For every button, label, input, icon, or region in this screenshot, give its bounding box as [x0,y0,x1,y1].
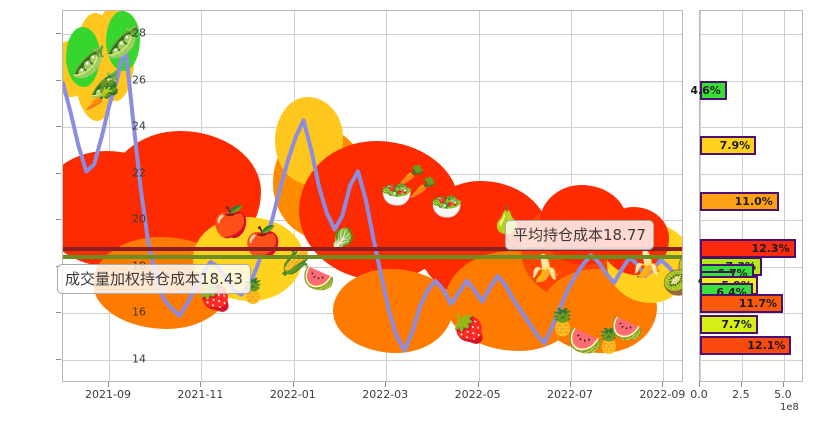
x-tick-label: 2022-03 [362,388,409,401]
price-line [63,41,682,353]
y-tick-label: 26 [132,73,146,87]
x-tick-label: 2021-11 [177,388,224,401]
x-tick-mark [477,382,479,387]
x-tick-mark [292,382,294,387]
y-tick-mark [56,358,61,360]
produce-icon: 🍉 [610,314,644,344]
produce-icon: 🥗 [380,180,414,210]
volume_weighted_cost-line [63,254,682,259]
chip-bar: 11.7% [700,294,784,314]
y-tick-mark [56,219,61,221]
produce-icon: 🍍 [594,327,624,355]
produce-icon: 🥝 [677,254,682,280]
produce-icon: 🥕 [397,164,425,189]
x-tick-label: 2021-09 [85,388,131,401]
gridline-y-26 [63,80,682,82]
y-tick-label: 20 [132,212,146,226]
chip-gridline [783,11,785,381]
x-tick-mark [108,382,109,387]
x-tick-mark [662,382,664,387]
chip-bar: 12.1% [700,336,792,356]
chip-distribution-panel[interactable]: 4.6%7.9%11.0%12.3%7.3%6.7%4.5%5.9%6.4%11… [690,10,803,382]
chip-x-tick-label: 2.5 [732,388,750,401]
chip-bar: 11.0% [700,192,779,212]
produce-icon: 🍉 [302,264,336,294]
x-tick-label: 2022-05 [454,388,501,401]
y-tick-label: 16 [132,305,146,319]
produce-icon: 🥦 [99,79,119,98]
produce-icon: 🥕 [85,88,113,113]
produce-icon: 🫛 [88,70,122,100]
chip-bar: 12.3% [700,238,796,258]
chip-bar: 7.7% [700,315,758,335]
average_cost-line [63,246,682,251]
produce-icon: 🍓 [451,312,487,345]
chip-x-tick-mark [699,382,700,387]
produce-icon: 🥬 [329,228,357,253]
x-tick-label: 2022-07 [547,388,593,401]
y-tick-label: 14 [132,352,146,366]
chip-gridline-h [700,80,802,82]
x-tick-mark [200,382,202,387]
chip-x-tick-mark [740,382,742,387]
chip-x-tick-mark [782,382,784,387]
chip-x-tick-label: 0.0 [690,388,708,401]
y-tick-mark [56,126,61,128]
produce-icon: 🍎 [212,205,250,240]
x-tick-mark [570,382,571,387]
chip-bar: 4.6% [690,80,727,100]
y-tick-mark [56,312,61,314]
produce-icon: 🥗 [430,192,464,222]
y-tick-mark [56,33,61,35]
average-cost-callout: 平均持仓成本18.77 [505,219,654,250]
produce-icon: 🫛 [70,45,108,80]
y-tick-label: 24 [132,119,146,133]
x-tick-mark [385,382,387,387]
chip-gridline-h [700,173,802,175]
x-tick-label: 2022-01 [269,388,316,401]
produce-icon: 🫛 [104,25,142,60]
y-tick-label: 22 [132,166,146,180]
price-plot-area[interactable]: 🫛🫛🫛🥕🥦🍎🍎🍍🍓🌽🍉🥬🥕🥕🥗🥗🍐🍓🍌🍌🥝🥝🍍🍉🍍🍉 [62,10,683,382]
volume-weighted-cost-callout: 成交量加权持仓成本18.43 [57,263,251,294]
y-tick-label: 28 [132,26,146,40]
chip-gridline-h [700,220,802,222]
produce-icon: 🥝 [662,271,682,295]
produce-icon: 🥕 [409,176,437,201]
produce-icon: 🍎 [244,225,282,260]
gridline-y-28 [63,34,682,36]
chip-gridline-h [700,359,802,361]
chip-gridline-h [700,313,802,315]
produce-icon: 🍌 [528,254,562,284]
y-tick-mark [56,172,61,174]
y-tick-mark [56,79,61,81]
gridline-x-2022-09 [663,11,665,381]
produce-icon: 🍍 [546,308,580,338]
chip-axis-exponent-label: 1e8 [780,402,799,413]
chip-gridline-h [700,34,802,36]
chip-x-tick-label: 5.0 [774,388,792,401]
chip-bar: 7.9% [700,136,757,156]
produce-icon: 🍉 [567,324,603,357]
chip-gridline-h [700,127,802,129]
x-tick-label: 2022-09 [639,388,686,401]
gridline-y-14 [63,359,682,361]
gridline-y-24 [63,127,682,129]
